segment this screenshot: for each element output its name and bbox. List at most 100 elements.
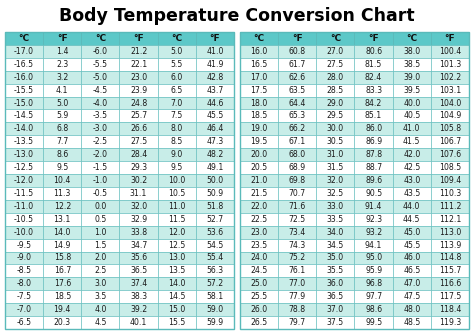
Bar bbox=[392, 239, 431, 252]
Bar bbox=[355, 148, 392, 161]
Text: 92.3: 92.3 bbox=[365, 215, 382, 224]
Text: 27.5: 27.5 bbox=[327, 60, 344, 69]
Bar bbox=[119, 316, 158, 329]
Bar bbox=[355, 97, 392, 110]
Text: 47.3: 47.3 bbox=[206, 137, 224, 146]
Bar bbox=[240, 239, 278, 252]
Bar bbox=[5, 71, 43, 84]
Text: 53.6: 53.6 bbox=[206, 228, 223, 237]
Text: -13.5: -13.5 bbox=[14, 137, 34, 146]
Bar bbox=[355, 277, 392, 290]
Bar bbox=[431, 316, 469, 329]
Bar bbox=[43, 239, 82, 252]
Text: 3.0: 3.0 bbox=[94, 279, 107, 288]
Text: 16.7: 16.7 bbox=[54, 266, 71, 275]
Text: 59.0: 59.0 bbox=[206, 305, 223, 314]
Bar bbox=[82, 174, 119, 187]
Text: 42.5: 42.5 bbox=[403, 163, 420, 172]
Text: 4.0: 4.0 bbox=[94, 305, 107, 314]
Text: 39.2: 39.2 bbox=[130, 305, 147, 314]
Bar bbox=[392, 110, 431, 123]
Text: 35.6: 35.6 bbox=[130, 253, 147, 263]
Text: 61.7: 61.7 bbox=[289, 60, 306, 69]
Text: 46.4: 46.4 bbox=[206, 124, 224, 133]
Bar bbox=[278, 135, 316, 148]
Bar bbox=[278, 200, 316, 213]
Bar bbox=[316, 303, 355, 316]
Bar bbox=[240, 187, 278, 200]
Text: -14.0: -14.0 bbox=[14, 124, 34, 133]
Bar bbox=[355, 45, 392, 58]
Bar bbox=[158, 252, 196, 264]
Text: 68.9: 68.9 bbox=[289, 163, 306, 172]
Text: 41.0: 41.0 bbox=[403, 124, 420, 133]
Bar bbox=[43, 174, 82, 187]
Bar bbox=[119, 97, 158, 110]
Text: 66.2: 66.2 bbox=[289, 124, 306, 133]
Bar bbox=[196, 187, 234, 200]
Bar bbox=[158, 290, 196, 303]
Bar bbox=[316, 239, 355, 252]
Text: 93.2: 93.2 bbox=[365, 228, 382, 237]
Text: 70.7: 70.7 bbox=[289, 189, 306, 198]
Text: 8.6: 8.6 bbox=[56, 150, 68, 159]
Bar bbox=[43, 97, 82, 110]
Text: 36.5: 36.5 bbox=[327, 292, 344, 301]
Bar bbox=[82, 97, 119, 110]
Text: 55.4: 55.4 bbox=[206, 253, 224, 263]
Bar bbox=[316, 148, 355, 161]
Text: 20.5: 20.5 bbox=[251, 163, 268, 172]
Bar bbox=[355, 200, 392, 213]
Text: 40.5: 40.5 bbox=[403, 112, 420, 121]
Text: 98.6: 98.6 bbox=[365, 305, 382, 314]
Text: °F: °F bbox=[445, 34, 455, 43]
Bar bbox=[316, 264, 355, 277]
Bar bbox=[5, 148, 43, 161]
Bar bbox=[119, 264, 158, 277]
Bar bbox=[316, 123, 355, 135]
Bar bbox=[82, 303, 119, 316]
Text: 69.8: 69.8 bbox=[289, 176, 306, 185]
Bar bbox=[196, 303, 234, 316]
Bar bbox=[355, 123, 392, 135]
Text: 56.3: 56.3 bbox=[206, 266, 223, 275]
Text: 21.0: 21.0 bbox=[250, 176, 268, 185]
Bar bbox=[278, 277, 316, 290]
Text: 5.0: 5.0 bbox=[56, 99, 68, 108]
Text: -10.0: -10.0 bbox=[14, 228, 34, 237]
Text: 109.4: 109.4 bbox=[439, 176, 461, 185]
Bar bbox=[196, 110, 234, 123]
Text: 68.0: 68.0 bbox=[289, 150, 306, 159]
Bar bbox=[431, 252, 469, 264]
Text: 85.1: 85.1 bbox=[365, 112, 382, 121]
Text: 10.4: 10.4 bbox=[54, 176, 71, 185]
Text: 32.0: 32.0 bbox=[327, 176, 344, 185]
Bar bbox=[355, 303, 392, 316]
Bar bbox=[316, 277, 355, 290]
Text: 67.1: 67.1 bbox=[289, 137, 306, 146]
Text: 21.2: 21.2 bbox=[130, 47, 147, 56]
Bar bbox=[392, 213, 431, 226]
Text: 77.0: 77.0 bbox=[289, 279, 306, 288]
Bar bbox=[240, 97, 278, 110]
Text: 62.6: 62.6 bbox=[289, 73, 306, 82]
Bar bbox=[392, 252, 431, 264]
Bar bbox=[392, 277, 431, 290]
Text: 17.6: 17.6 bbox=[54, 279, 71, 288]
Text: 44.6: 44.6 bbox=[206, 99, 224, 108]
Bar bbox=[43, 32, 82, 45]
Bar bbox=[5, 174, 43, 187]
Bar bbox=[431, 45, 469, 58]
Text: 82.4: 82.4 bbox=[365, 73, 382, 82]
Text: 23.0: 23.0 bbox=[130, 73, 147, 82]
Text: 117.5: 117.5 bbox=[439, 292, 461, 301]
Bar bbox=[5, 32, 234, 329]
Bar bbox=[119, 123, 158, 135]
Bar bbox=[158, 213, 196, 226]
Bar bbox=[278, 303, 316, 316]
Text: -9.0: -9.0 bbox=[17, 253, 32, 263]
Bar bbox=[240, 290, 278, 303]
Bar bbox=[316, 71, 355, 84]
Text: 5.5: 5.5 bbox=[171, 60, 183, 69]
Bar bbox=[278, 239, 316, 252]
